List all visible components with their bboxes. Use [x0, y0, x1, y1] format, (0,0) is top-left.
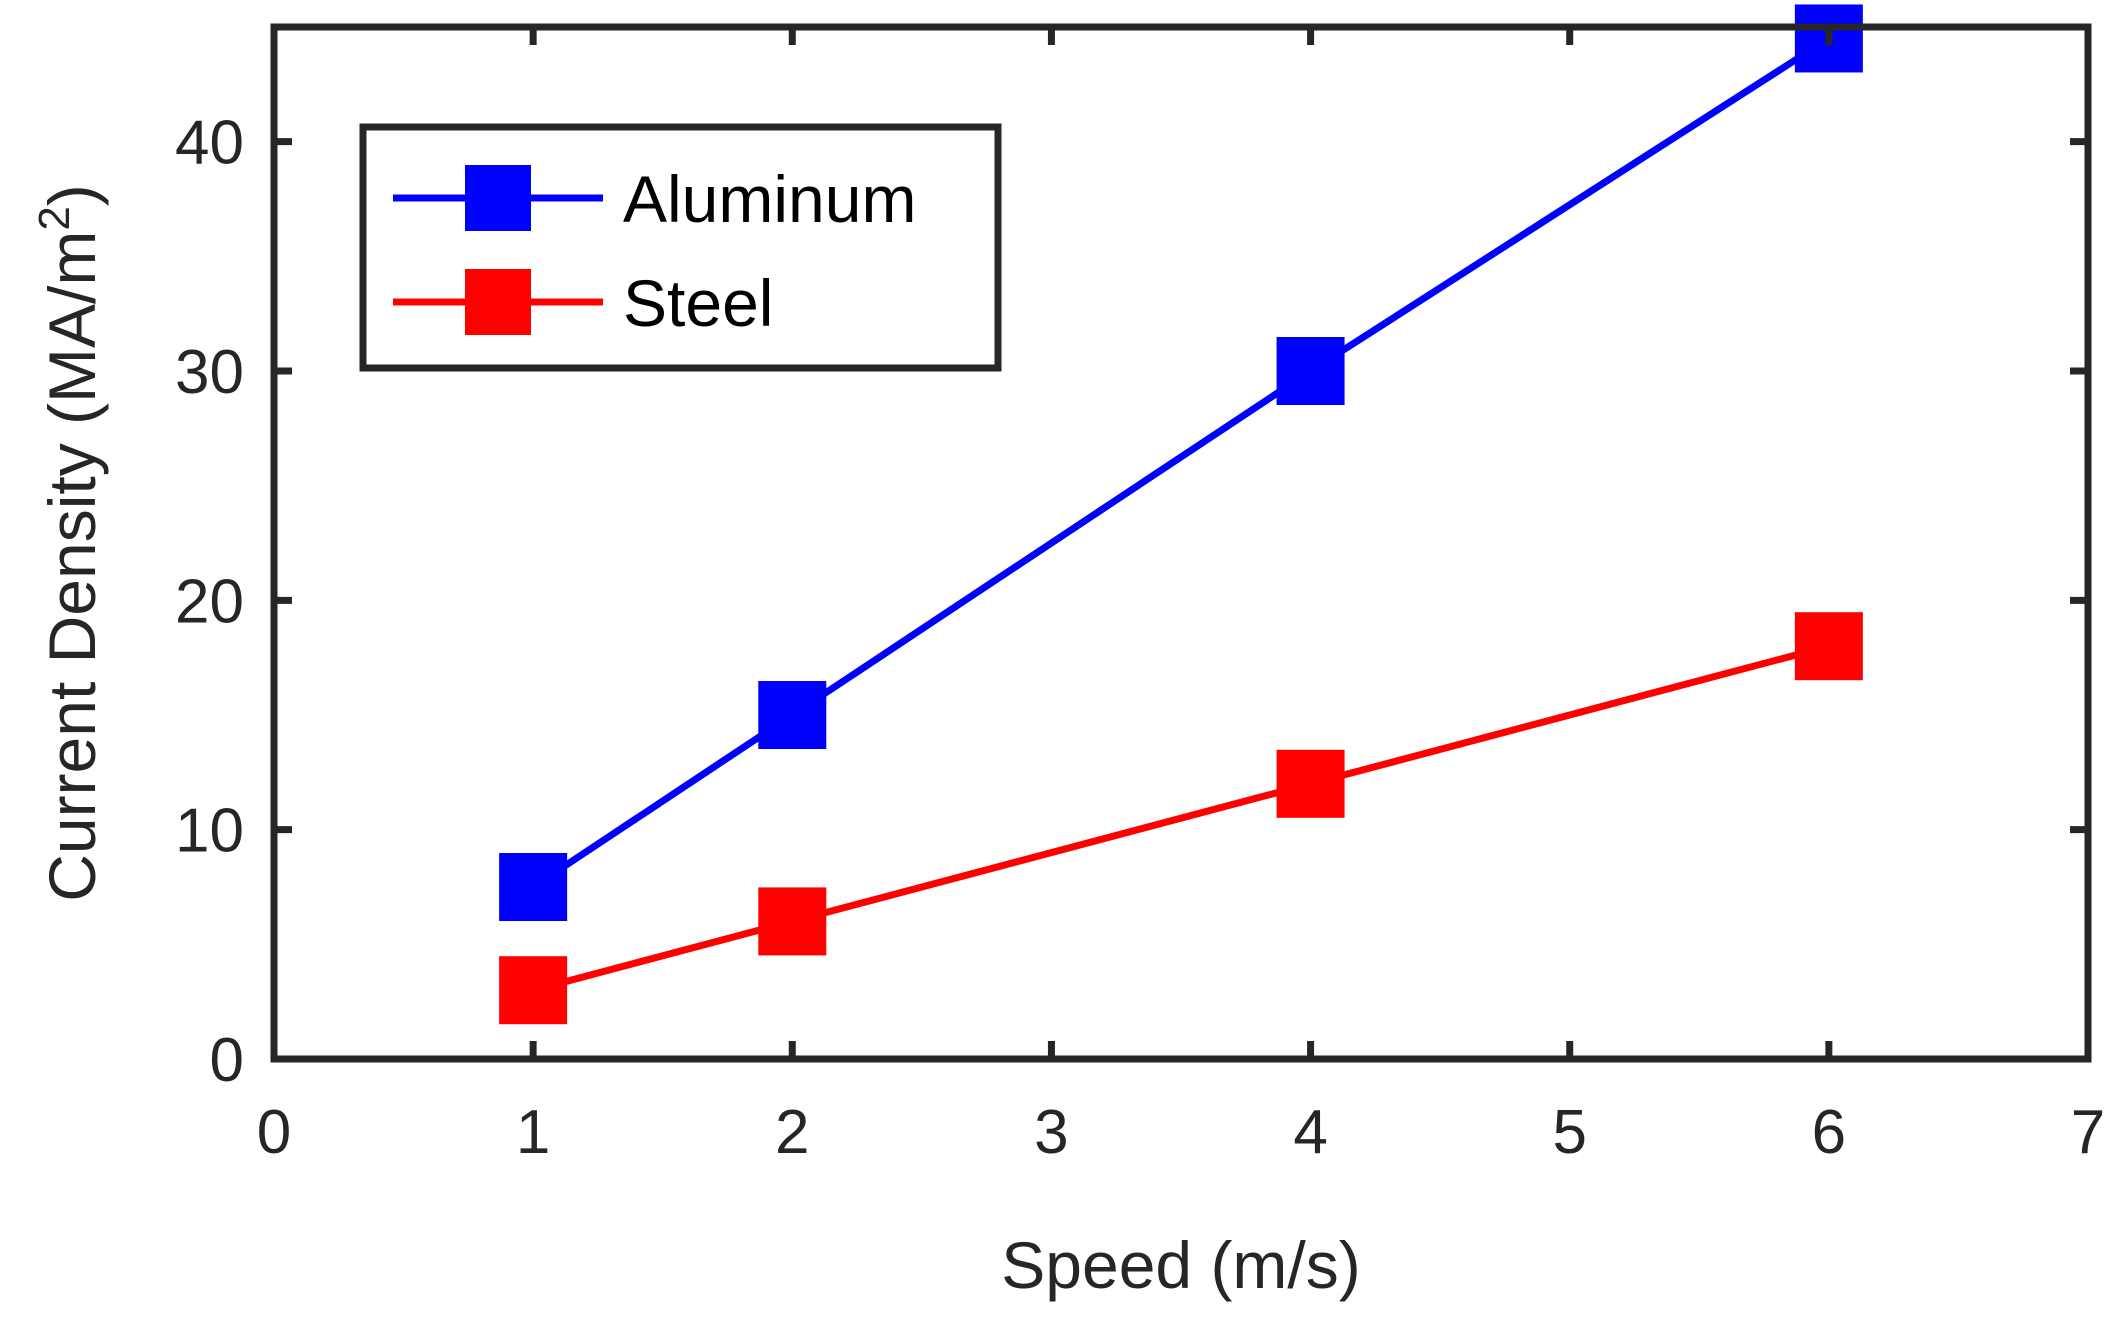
data-point-aluminum: [758, 681, 827, 749]
x-tick-label: 5: [1552, 1098, 1586, 1167]
y-tick-label: 0: [210, 1026, 244, 1095]
y-tick-label: 30: [175, 338, 244, 407]
legend-aluminum-marker: [465, 165, 531, 231]
x-tick-label: 3: [1034, 1098, 1068, 1167]
y-axis-label: Current Density (MA/m2): [30, 184, 109, 902]
legend-entry-aluminum: Aluminum: [393, 162, 916, 236]
x-tick-label: 2: [775, 1098, 809, 1167]
data-point-steel: [1276, 749, 1345, 818]
legend-steel-marker: [465, 269, 531, 335]
data-point-aluminum: [499, 853, 568, 921]
x-axis-label: Speed (m/s): [1001, 1228, 1360, 1302]
legend: Aluminum Steel: [359, 123, 1002, 372]
legend-entry-steel: Steel: [393, 266, 773, 340]
x-tick-label: 7: [2071, 1098, 2105, 1167]
y-tick-label: 10: [175, 797, 244, 866]
series-layer: [499, 4, 1863, 1025]
legend-aluminum-label: Aluminum: [623, 162, 916, 236]
x-tick-label: 1: [516, 1098, 550, 1167]
y-tick-label: 20: [175, 567, 244, 636]
data-point-aluminum: [1276, 337, 1345, 405]
data-point-steel: [499, 956, 568, 1025]
y-axis-label-main: Current Density (MA/m: [35, 231, 109, 902]
plot-area-frame: [270, 23, 2092, 1063]
x-tick-label: 0: [257, 1098, 291, 1167]
data-point-steel: [1794, 612, 1863, 681]
series-line-aluminum: [531, 35, 1831, 890]
y-tick-label: 40: [175, 109, 244, 178]
y-axis-label-close: ): [35, 184, 109, 206]
data-point-steel: [758, 887, 827, 956]
series-line-steel: [532, 642, 1830, 994]
y-axis-label-superscript: 2: [30, 206, 79, 230]
legend-steel-label: Steel: [623, 266, 773, 340]
x-tick-label: 6: [1812, 1098, 1846, 1167]
x-tick-label: 4: [1293, 1098, 1327, 1167]
